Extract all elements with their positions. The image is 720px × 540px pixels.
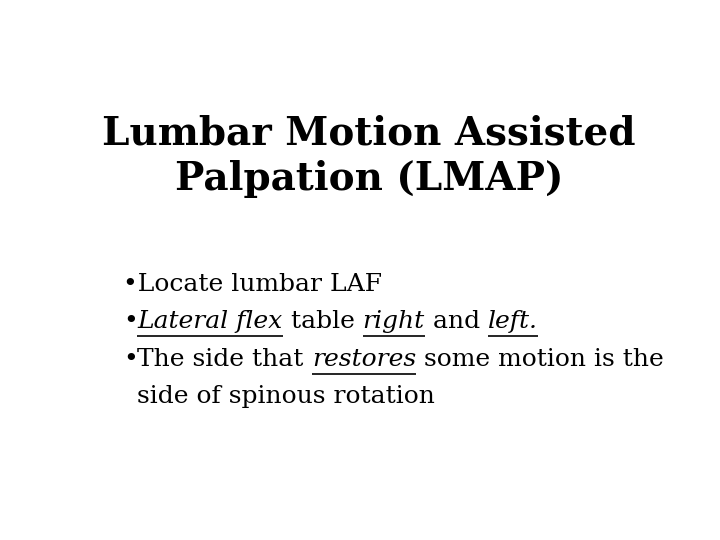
Text: •Locate lumbar LAF: •Locate lumbar LAF [124, 273, 382, 296]
Text: Lateral flex: Lateral flex [138, 310, 283, 333]
Text: Lumbar Motion Assisted
Palpation (LMAP): Lumbar Motion Assisted Palpation (LMAP) [102, 114, 636, 198]
Text: right: right [363, 310, 425, 333]
Text: •: • [124, 310, 138, 333]
Text: and: and [425, 310, 488, 333]
Text: left.: left. [488, 310, 538, 333]
Text: restores: restores [312, 348, 416, 370]
Text: side of spinous rotation: side of spinous rotation [138, 385, 436, 408]
Text: table: table [283, 310, 363, 333]
Text: •: • [124, 348, 138, 370]
Text: some motion is the: some motion is the [416, 348, 664, 370]
Text: The side that: The side that [138, 348, 312, 370]
